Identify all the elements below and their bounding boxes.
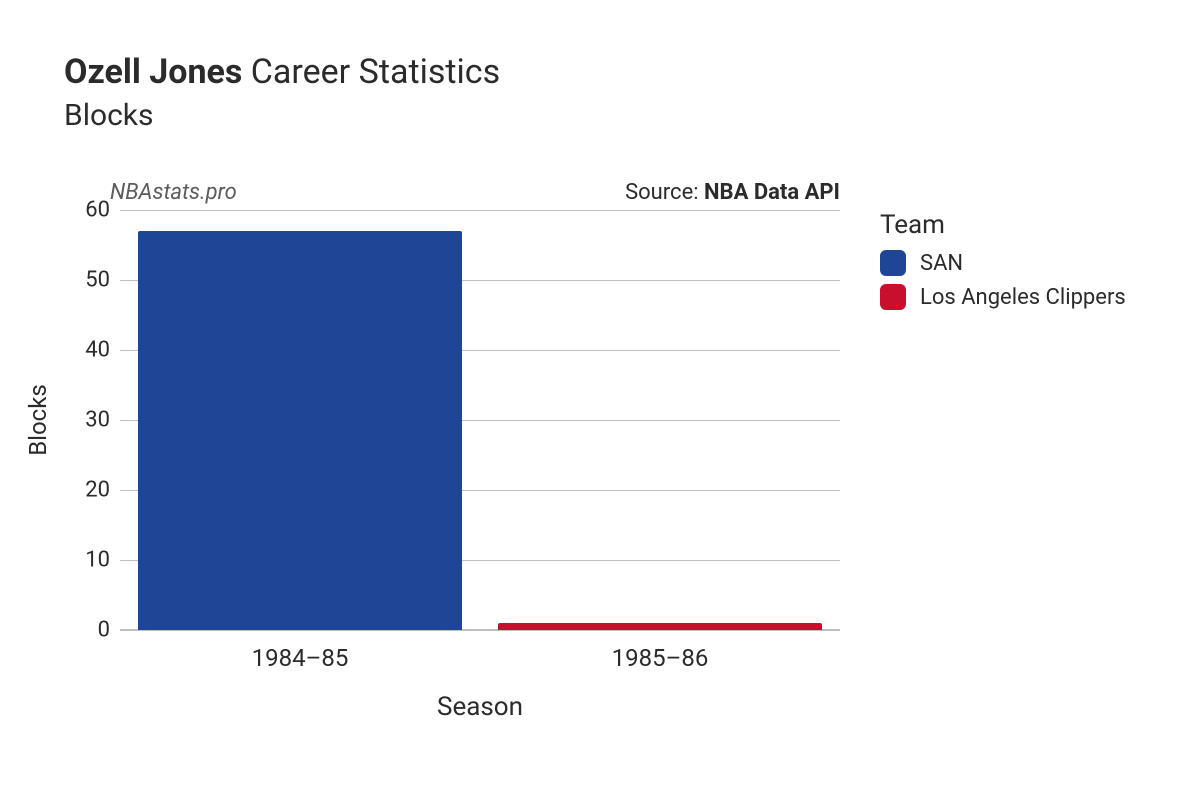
legend-item: Los Angeles Clippers <box>880 284 1126 310</box>
y-axis-label: Blocks <box>24 384 52 456</box>
source-prefix: Source: <box>625 180 704 205</box>
legend-swatch <box>880 250 906 276</box>
watermark-text: NBAstats.pro <box>110 180 237 205</box>
legend-item: SAN <box>880 250 1126 276</box>
chart-subtitle: Blocks <box>64 98 500 133</box>
y-tick-label: 0 <box>98 618 120 643</box>
bar <box>498 623 822 630</box>
page-root: Ozell Jones Career Statistics Blocks NBA… <box>0 0 1200 800</box>
y-tick-label: 60 <box>85 198 120 223</box>
y-tick-label: 50 <box>85 268 120 293</box>
x-axis-label: Season <box>437 692 523 722</box>
y-tick-label: 30 <box>85 408 120 433</box>
chart-title-block: Ozell Jones Career Statistics Blocks <box>64 52 500 133</box>
legend-label: SAN <box>920 251 963 276</box>
chart-title-line1: Ozell Jones Career Statistics <box>64 52 500 92</box>
y-tick-label: 20 <box>85 478 120 503</box>
bar <box>138 231 462 630</box>
chart-plot-area: NBAstats.pro Source: NBA Data API 010203… <box>120 210 840 630</box>
legend-label: Los Angeles Clippers <box>920 285 1126 310</box>
legend-swatch <box>880 284 906 310</box>
x-tick-label: 1984–85 <box>252 630 349 672</box>
grid-line <box>120 210 840 211</box>
player-name: Ozell Jones <box>64 52 242 92</box>
x-tick-label: 1985–86 <box>612 630 709 672</box>
y-tick-label: 10 <box>85 548 120 573</box>
title-suffix: Career Statistics <box>251 52 500 92</box>
legend: Team SAN Los Angeles Clippers <box>880 210 1126 318</box>
source-name: NBA Data API <box>704 180 840 205</box>
y-tick-label: 40 <box>85 338 120 363</box>
source-attribution: Source: NBA Data API <box>625 180 840 205</box>
legend-title: Team <box>880 210 1126 240</box>
